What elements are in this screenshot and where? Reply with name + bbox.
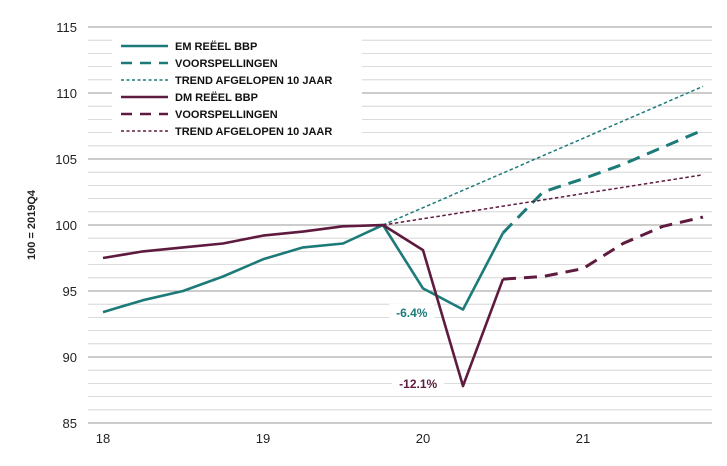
legend-label: EM REËEL BBP — [175, 40, 257, 53]
legend-label: DM REËEL BBP — [175, 91, 258, 104]
series-line-5 — [502, 215, 704, 281]
legend-label: VOORSPELLINGEN — [175, 58, 278, 70]
annotation-background — [389, 303, 435, 321]
y-tick-label: 85 — [63, 416, 77, 431]
series-line-6 — [382, 174, 704, 226]
x-tick-label: 18 — [96, 431, 110, 446]
legend-label: TREND AFGELOPEN 10 JAAR — [175, 75, 332, 87]
y-tick-label: 105 — [55, 152, 77, 167]
annotation-label: -6.4% — [396, 306, 428, 320]
series-line-2 — [501, 128, 704, 234]
x-axis-tick-labels: 18 19 20 21 — [96, 431, 590, 446]
y-tick-label: 115 — [56, 20, 77, 35]
x-tick-label: 19 — [256, 431, 270, 446]
y-axis-tick-labels: 85 90 95 100 105 110 115 — [55, 20, 77, 431]
y-axis-label: 100 = 2019Q4 — [26, 189, 38, 260]
legend-label: TREND AFGELOPEN 10 JAAR — [175, 126, 332, 138]
annotation-label: -12.1% — [399, 377, 437, 391]
series-line-4 — [102, 223, 505, 388]
legend: EM REËEL BBP VOORSPELLINGEN TREND AFGELOPE… — [112, 37, 362, 141]
annotation-background — [392, 375, 445, 393]
legend-background — [112, 37, 362, 141]
series-line-3 — [382, 85, 704, 226]
x-tick-label: 21 — [576, 431, 590, 446]
y-tick-label: 100 — [55, 218, 77, 233]
series-lines — [102, 85, 704, 388]
y-tick-label: 110 — [56, 86, 77, 101]
annotations: -6.4% -12.1% — [389, 303, 445, 393]
legend-label: VOORSPELLINGEN — [175, 109, 278, 121]
y-tick-label: 95 — [63, 284, 77, 299]
x-tick-label: 20 — [416, 431, 430, 446]
y-tick-label: 90 — [63, 350, 77, 365]
